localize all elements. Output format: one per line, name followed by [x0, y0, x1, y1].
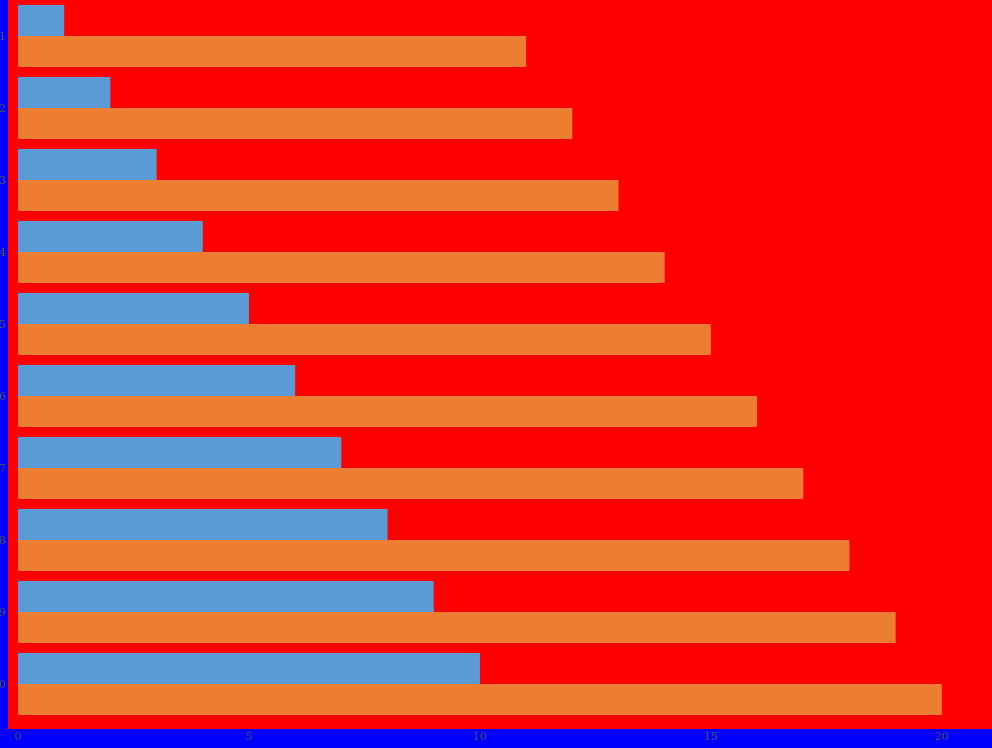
x-tick-label: 5: [245, 730, 252, 743]
bar-series2-cat8: [18, 540, 850, 571]
y-tick-label: 5: [0, 318, 6, 331]
bar-series2-cat5: [18, 324, 711, 355]
x-tick-label: 20: [935, 730, 949, 743]
bar-series1-cat9: [18, 581, 434, 612]
bar-series1-cat6: [18, 365, 296, 396]
y-tick-label: 4: [0, 246, 6, 259]
y-tick-label: 3: [0, 174, 6, 187]
bars-layer: [18, 5, 942, 715]
y-tick-label: 2: [0, 102, 6, 115]
y-axis-ticks: 1 2 3 4 5 6 7 8 9 10: [0, 30, 6, 691]
x-axis-ticks: 0 5 10 15 20: [15, 730, 949, 743]
bar-series2-cat4: [18, 252, 665, 283]
bar-series2-cat9: [18, 612, 896, 643]
bar-series1-cat3: [18, 149, 157, 180]
bar-series1-cat5: [18, 293, 249, 324]
x-tick-label: 10: [473, 730, 487, 743]
bar-series1-cat1: [18, 5, 65, 36]
x-tick-label: 0: [15, 730, 22, 743]
bar-series1-cat7: [18, 437, 342, 468]
bar-series1-cat4: [18, 221, 203, 252]
y-tick-label: 10: [0, 678, 6, 691]
y-tick-label: 9: [0, 606, 6, 619]
y-tick-label: 1: [0, 30, 6, 43]
bar-series1-cat10: [18, 653, 480, 684]
bar-series2-cat3: [18, 180, 619, 211]
bar-series1-cat8: [18, 509, 388, 540]
bar-series2-cat10: [18, 684, 942, 715]
bar-series2-cat7: [18, 468, 804, 499]
bar-series2-cat1: [18, 36, 527, 67]
bar-series2-cat2: [18, 108, 573, 139]
y-tick-label: 6: [0, 390, 6, 403]
bar-series1-cat2: [18, 77, 111, 108]
y-tick-label: 7: [0, 462, 6, 475]
x-tick-label: 15: [704, 730, 718, 743]
y-tick-label: 8: [0, 534, 6, 547]
bar-series2-cat6: [18, 396, 758, 427]
